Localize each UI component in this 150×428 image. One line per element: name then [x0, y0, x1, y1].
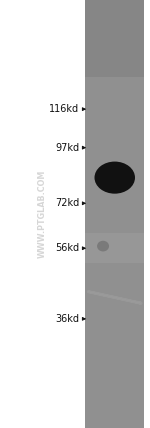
Text: 116kd: 116kd — [49, 104, 80, 114]
Text: WWW.PTGLAB.COM: WWW.PTGLAB.COM — [38, 170, 46, 258]
Bar — [85, 0, 144, 428]
Text: 72kd: 72kd — [55, 198, 80, 208]
Ellipse shape — [97, 241, 109, 252]
Bar — [85, 0, 144, 77]
Bar — [85, 233, 144, 263]
Ellipse shape — [94, 161, 135, 194]
FancyArrowPatch shape — [88, 291, 141, 303]
Text: 97kd: 97kd — [55, 143, 80, 153]
Text: 56kd: 56kd — [55, 243, 80, 253]
Text: 36kd: 36kd — [56, 314, 80, 324]
